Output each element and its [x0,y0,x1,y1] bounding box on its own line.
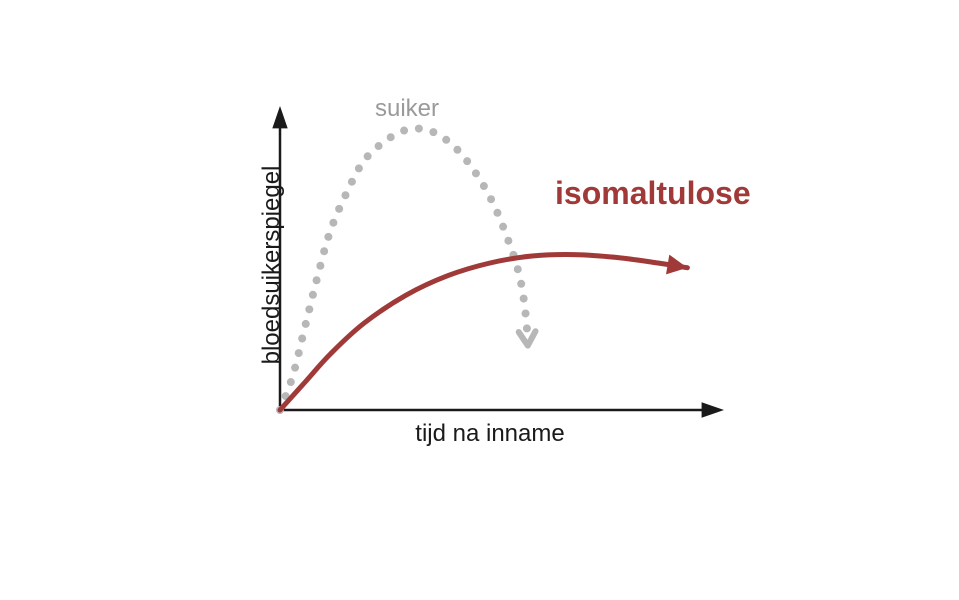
chart-container: bloedsuikerspiegel tijd na inname suiker… [0,0,959,600]
suiker-series-label: suiker [375,95,439,123]
y-axis-label: bloedsuikerspiegel [258,125,286,405]
x-axis-label: tijd na inname [340,420,640,448]
isomaltulose-series-label: isomaltulose [555,175,751,212]
chart-svg [0,0,959,600]
